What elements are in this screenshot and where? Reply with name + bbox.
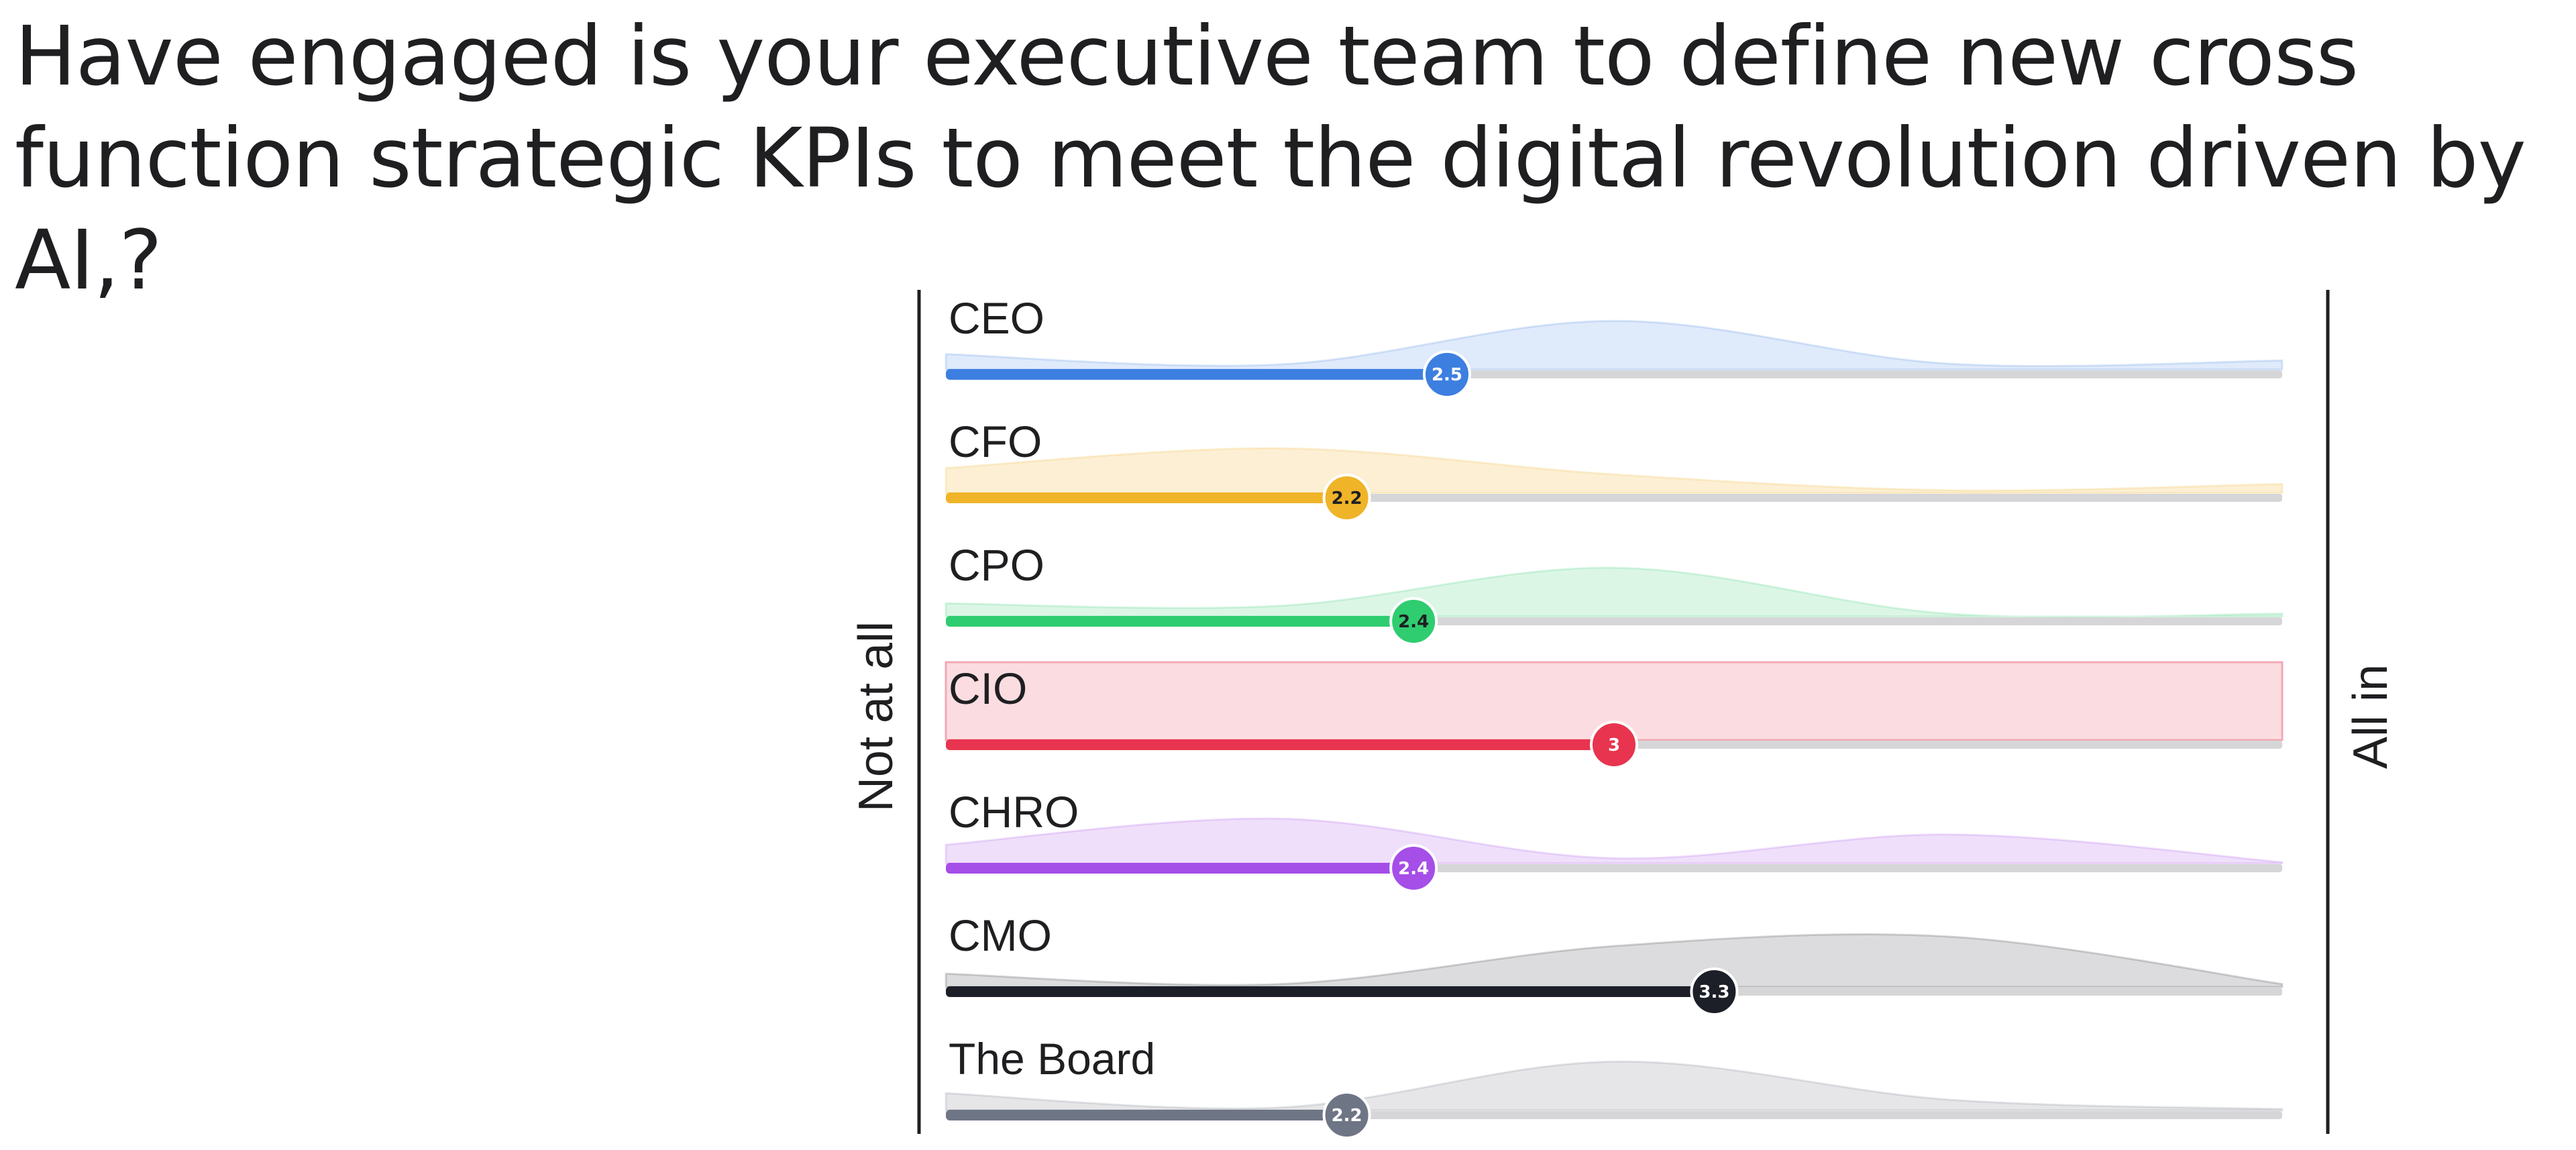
row-the-board: The Board 2.2 — [945, 1034, 2284, 1139]
row-distribution — [945, 447, 2284, 494]
row-label: CPO — [949, 540, 1044, 590]
row-mean-bar — [946, 369, 1447, 380]
row-mean-bar — [946, 616, 1414, 627]
row-cpo: CPO 2.4 — [945, 540, 2284, 645]
row-mean-marker — [1322, 474, 1371, 522]
row-distribution — [945, 1060, 2284, 1112]
row-distribution — [945, 933, 2284, 988]
row-mean-marker — [1590, 721, 1638, 769]
row-mean-bar — [946, 739, 1614, 750]
row-mean-marker — [1389, 597, 1438, 645]
row-mean-value: 2.4 — [1398, 859, 1429, 879]
row-mean-bar — [946, 492, 1347, 503]
row-mean-value: 3.3 — [1699, 982, 1729, 1002]
row-mean-marker — [1389, 844, 1438, 892]
row-label: CFO — [949, 417, 1042, 466]
row-mean-bar — [946, 863, 1414, 874]
row-mean-value: 2.2 — [1332, 1106, 1362, 1126]
row-cfo: CFO 2.2 — [945, 417, 2284, 522]
row-label: CEO — [949, 293, 1044, 343]
row-mean-value: 2.4 — [1398, 612, 1429, 632]
scale-right-label: All in — [2344, 664, 2398, 769]
row-label: CHRO — [949, 787, 1079, 837]
row-distribution — [945, 319, 2284, 371]
row-label: CMO — [949, 910, 1052, 960]
row-cmo: CMO 3.3 — [945, 910, 2284, 1016]
question-title: Have engaged is your executive team to d… — [15, 9, 2526, 308]
row-mean-marker — [1322, 1091, 1371, 1139]
row-mean-marker — [1423, 350, 1471, 399]
row-cio: CIO 3 — [945, 661, 2284, 769]
row-label: The Board — [949, 1034, 1155, 1084]
scale-left-label: Not at all — [849, 621, 903, 812]
row-mean-value: 2.2 — [1332, 488, 1362, 509]
row-mean-marker — [1690, 968, 1739, 1016]
row-label: CIO — [949, 664, 1027, 713]
row-mean-bar — [946, 986, 1715, 997]
row-distribution — [945, 566, 2284, 619]
row-ceo: CEO 2.5 — [945, 293, 2284, 399]
row-distribution — [945, 817, 2284, 865]
row-mean-value: 2.5 — [1432, 365, 1462, 385]
row-chro: CHRO 2.4 — [945, 787, 2284, 892]
row-mean-bar — [946, 1110, 1347, 1120]
row-mean-value: 3 — [1608, 735, 1620, 755]
